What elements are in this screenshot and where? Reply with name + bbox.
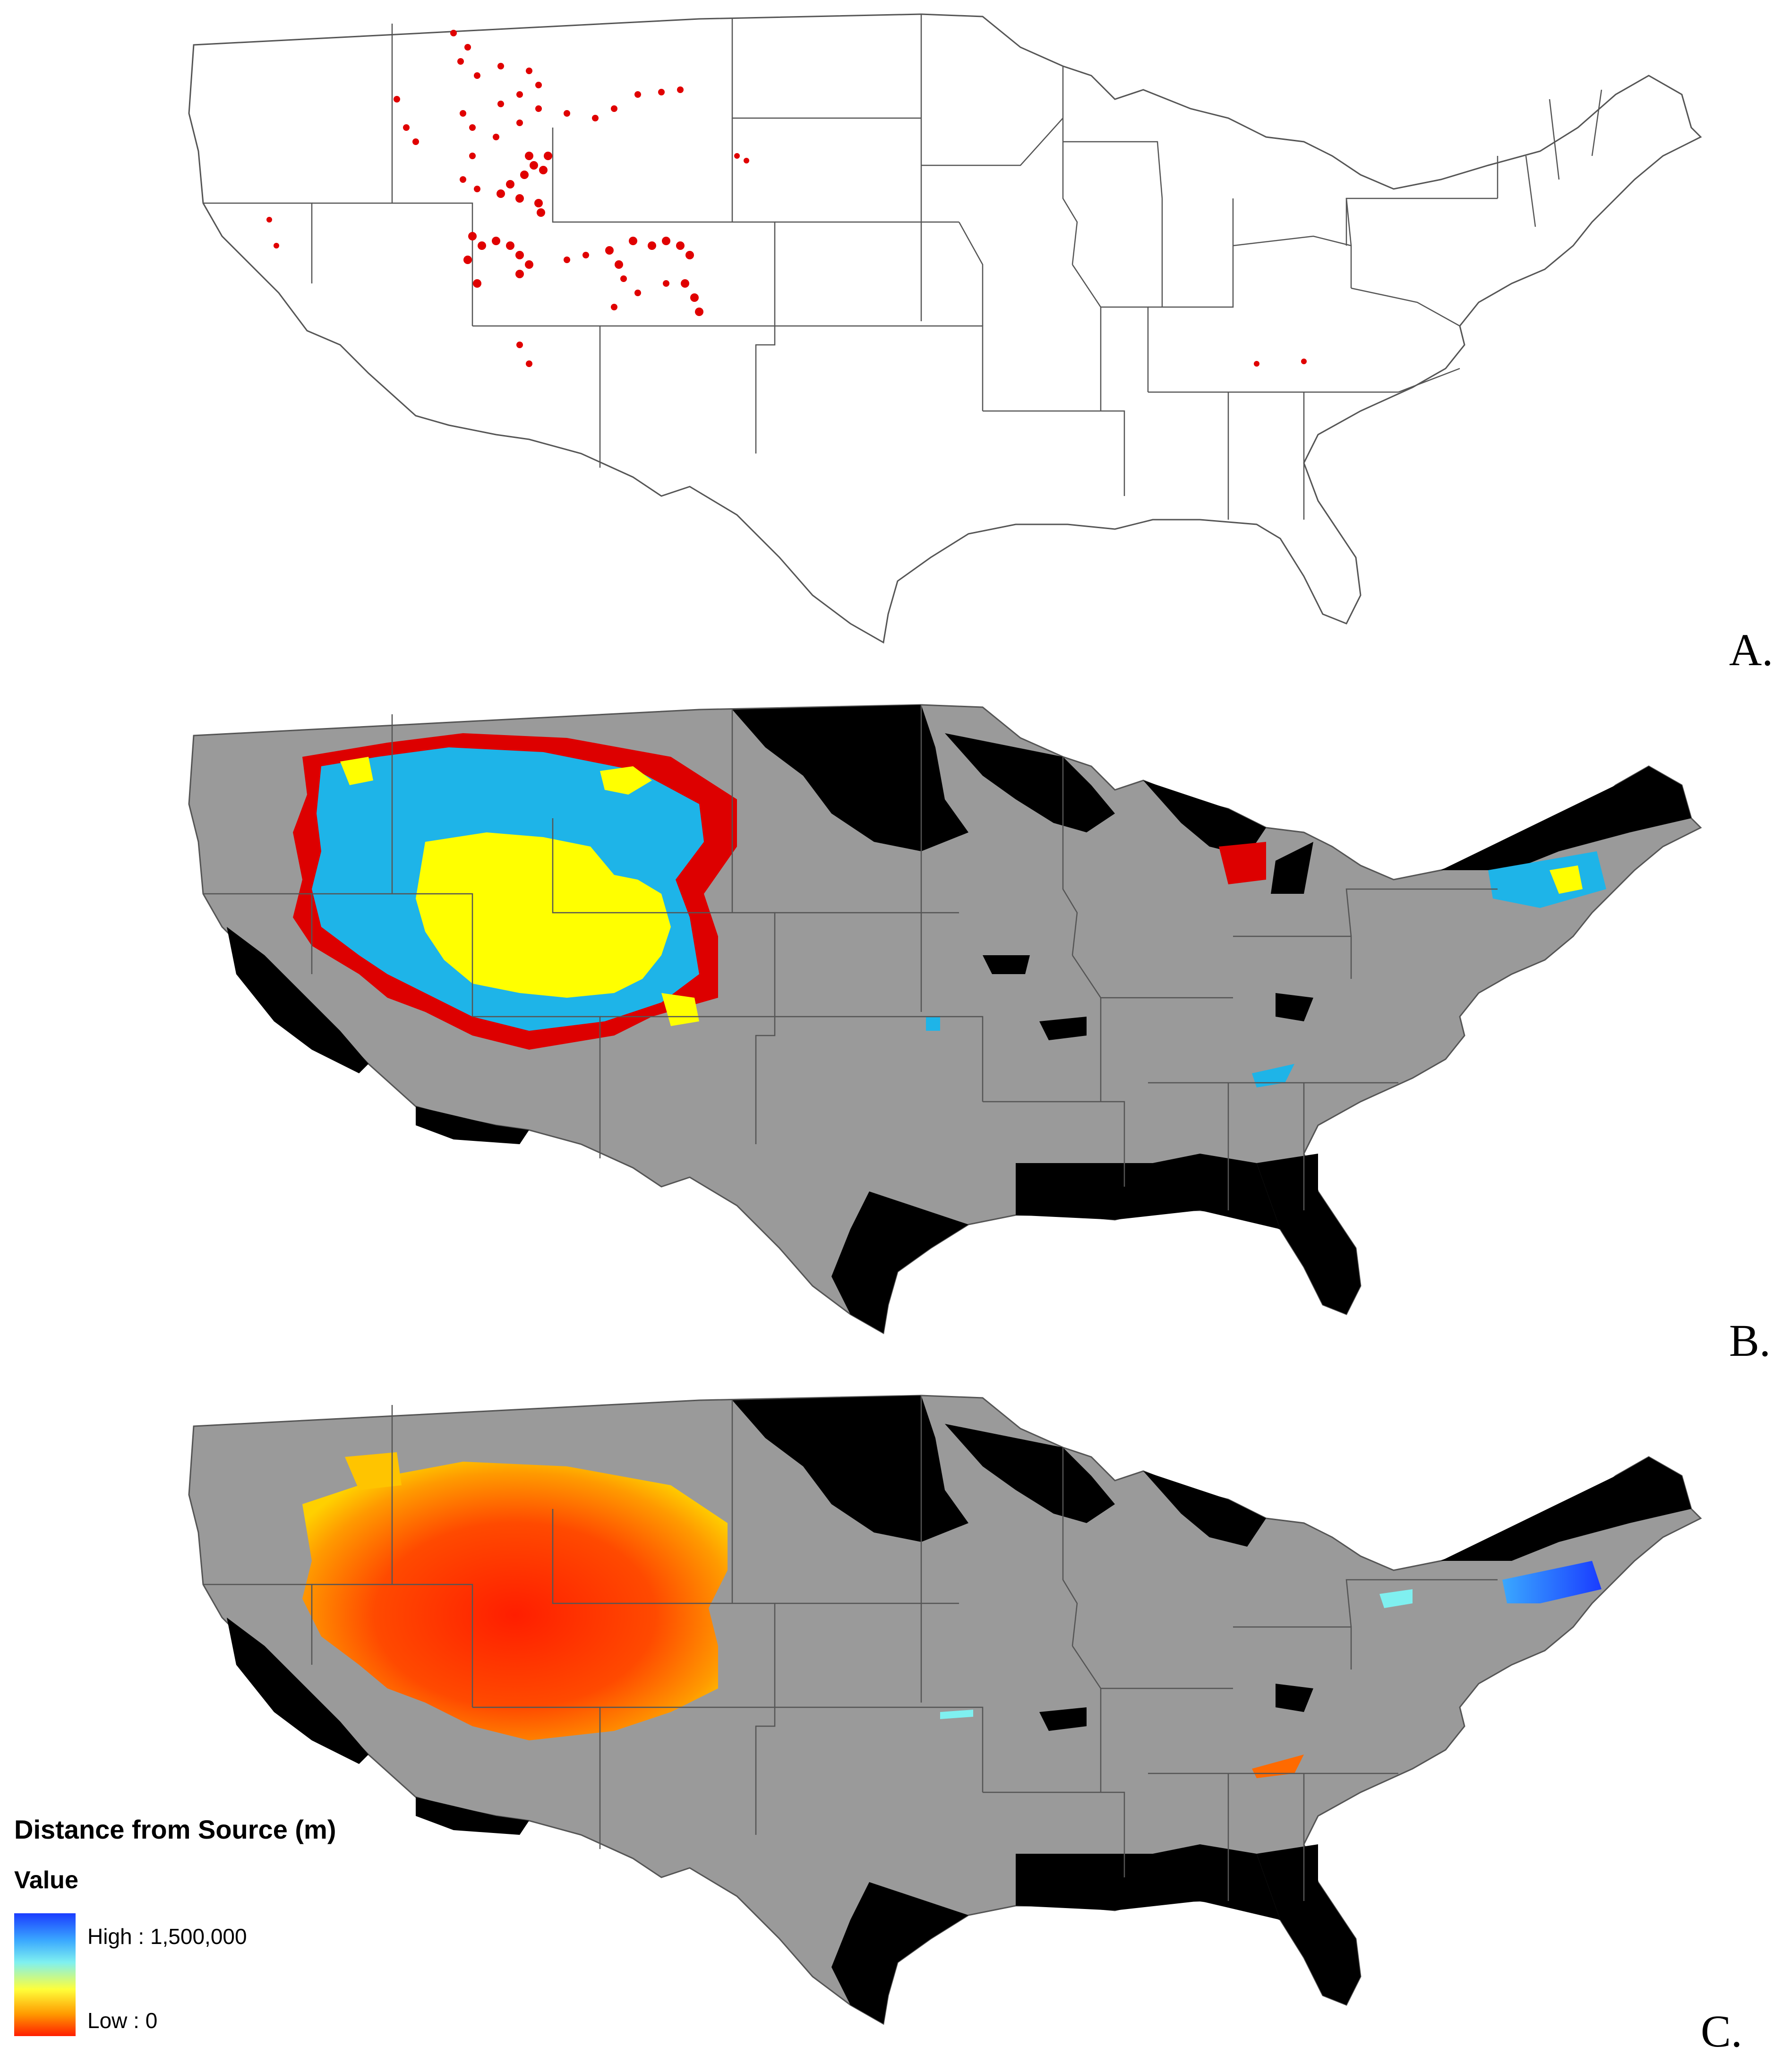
occurrence-points <box>266 30 1307 367</box>
state-boundaries-a <box>203 14 1602 520</box>
unsuitable-areas-c <box>227 1396 1691 2024</box>
legend-title: Distance from Source (m) <box>14 1815 336 1844</box>
legend-high-label: High : 1,500,000 <box>87 1924 247 1949</box>
panel-b-suitability-map: B. <box>0 691 1790 1381</box>
legend-subtitle: Value <box>14 1867 78 1894</box>
panel-c-label: C. <box>1701 2006 1743 2056</box>
suitability-classes-b <box>293 733 1606 1087</box>
legend-low-label: Low : 0 <box>87 2008 158 2033</box>
panel-c-distance-map: C. <box>0 1381 1790 2072</box>
unsuitable-areas-b <box>227 705 1691 1333</box>
distance-legend: Distance from Source (m) Value High : 1,… <box>14 1814 345 2060</box>
us-outline-a <box>188 13 1702 644</box>
panel-a-svg <box>188 13 1702 644</box>
distance-surface-c <box>302 1452 1602 1778</box>
state-boundaries-c <box>203 1396 1498 1901</box>
panel-b-svg <box>188 704 1702 1335</box>
state-boundaries-b <box>203 705 1498 1210</box>
panel-b-label: B. <box>1729 1315 1771 1366</box>
legend-color-ramp <box>14 1913 76 2036</box>
panel-a-occurrence-map: A. <box>0 0 1790 691</box>
panel-c-svg <box>188 1395 1702 2025</box>
panel-a-label: A. <box>1729 625 1773 675</box>
